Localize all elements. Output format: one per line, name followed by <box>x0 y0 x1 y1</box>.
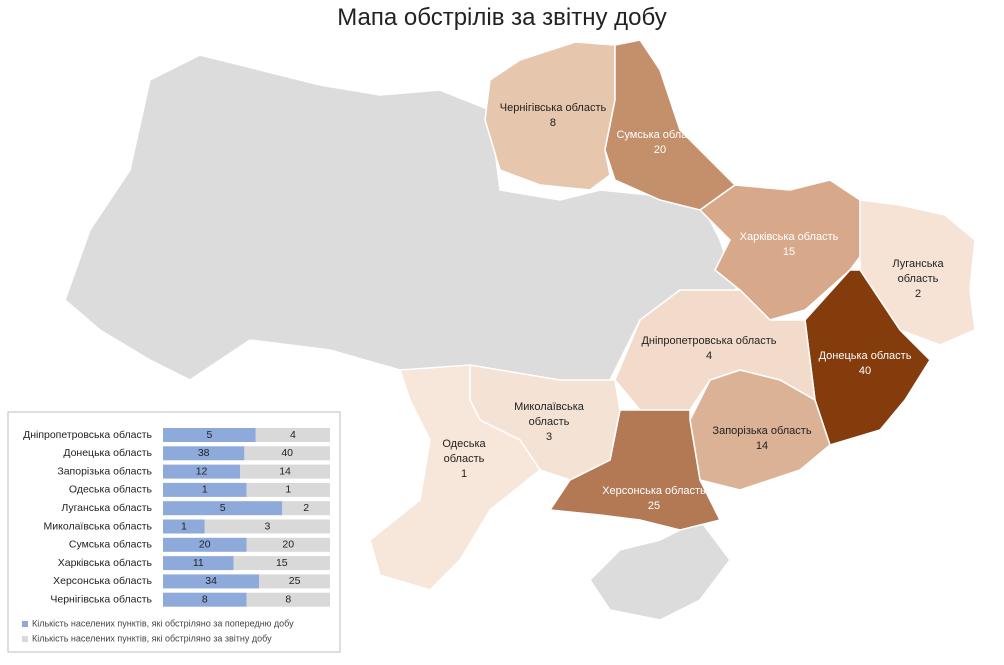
region-label: Запорізька область 14 <box>712 424 811 454</box>
bar-value-label: 8 <box>202 593 208 605</box>
bar-value-label: 3 <box>264 520 270 532</box>
bar-value-label: 8 <box>285 593 291 605</box>
bar <box>246 592 330 607</box>
bar-value-label: 15 <box>276 557 288 569</box>
y-tick-label: Одеська область <box>69 484 153 496</box>
bar <box>163 574 260 589</box>
region-value: 25 <box>647 500 661 512</box>
y-tick-label: Донецька область <box>63 447 152 459</box>
region-name: Донецька область <box>818 350 912 362</box>
legend-swatch <box>22 621 28 627</box>
bar-value-label: 2 <box>303 502 309 514</box>
bar-value-label: 1 <box>285 484 291 496</box>
region-label: Сумська область 20 <box>616 128 703 158</box>
region-value: 14 <box>755 440 769 452</box>
region-name: Миколаївська область <box>514 401 584 428</box>
bar-value-label: 5 <box>206 429 212 441</box>
bar <box>163 464 241 479</box>
region-name: Харківська область <box>739 231 839 243</box>
bar <box>163 501 283 516</box>
region-value: 20 <box>653 144 667 156</box>
region-label: Одеська область 1 <box>439 437 489 482</box>
bar <box>163 556 234 571</box>
y-tick-label: Чернігівська область <box>50 593 152 605</box>
region-name: Дніпропетровська область <box>641 335 777 347</box>
bar-value-label: 11 <box>193 557 204 569</box>
legend-label: Кількість населених пунктів, які обстріл… <box>32 633 272 643</box>
bar <box>282 501 330 516</box>
bar-value-label: 12 <box>196 465 208 477</box>
region-label: Харківська область 15 <box>740 230 839 260</box>
region-name: Херсонська область <box>602 485 706 497</box>
bar-value-label: 25 <box>289 575 301 587</box>
region-value: 8 <box>549 117 557 129</box>
bar <box>244 446 330 461</box>
y-tick-label: Луганська область <box>61 502 152 514</box>
bar <box>204 519 330 534</box>
bar <box>163 446 245 461</box>
region <box>484 41 616 191</box>
bar-value-label: 40 <box>281 447 293 459</box>
bar <box>259 574 330 589</box>
region-label: Херсонська область 25 <box>602 484 706 514</box>
region <box>604 39 737 211</box>
bar <box>246 537 330 552</box>
y-tick-label: Запорізька область <box>57 465 152 477</box>
region-value: 2 <box>914 288 922 300</box>
bar-value-label: 4 <box>290 429 296 441</box>
region-label: Чернігівська область 8 <box>500 101 606 131</box>
region-label: Миколаївська область 3 <box>509 400 589 445</box>
title: Мапа обстрілів за звітну добу <box>337 4 667 31</box>
region-name: Одеська область <box>442 438 486 465</box>
region <box>369 364 542 591</box>
bar-value-label: 38 <box>198 447 210 459</box>
y-tick-label: Дніпропетровська область <box>23 429 152 441</box>
region-name: Сумська область <box>616 129 704 141</box>
region-label: Донецька область 40 <box>819 349 912 379</box>
bar <box>240 464 330 479</box>
y-tick-label: Херсонська область <box>53 575 152 587</box>
region-name: Чернігівська область <box>499 102 607 114</box>
y-tick-label: Харківська область <box>58 557 153 569</box>
bar-value-label: 20 <box>199 539 211 551</box>
bar <box>163 592 247 607</box>
region-name: Луганська область <box>892 258 944 285</box>
bar <box>163 537 247 552</box>
region-value: 40 <box>858 365 872 377</box>
region-value: 3 <box>545 431 553 443</box>
bar-value-label: 5 <box>220 502 226 514</box>
legend-swatch <box>22 636 28 642</box>
region-value: 4 <box>705 350 713 362</box>
bar <box>233 556 330 571</box>
y-tick-label: Миколаївська область <box>44 520 153 532</box>
bar-value-label: 1 <box>181 520 187 532</box>
region-value: 1 <box>460 468 468 480</box>
bar <box>246 482 330 497</box>
bar <box>163 519 205 534</box>
region-name: Запорізька область <box>712 425 812 437</box>
region-label: Луганська область 2 <box>875 257 961 302</box>
region-value: 15 <box>782 246 796 258</box>
legend-label: Кількість населених пунктів, які обстріл… <box>32 618 294 628</box>
bar <box>255 428 330 442</box>
bar <box>163 482 247 497</box>
crimea <box>589 519 731 621</box>
y-tick-label: Сумська область <box>69 539 153 551</box>
bar-value-label: 1 <box>202 484 208 496</box>
bar-value-label: 20 <box>282 539 294 551</box>
bar-value-label: 14 <box>279 465 291 477</box>
bar <box>163 428 256 442</box>
bar-value-label: 34 <box>205 575 217 587</box>
region-label: Дніпропетровська область 4 <box>641 334 776 364</box>
